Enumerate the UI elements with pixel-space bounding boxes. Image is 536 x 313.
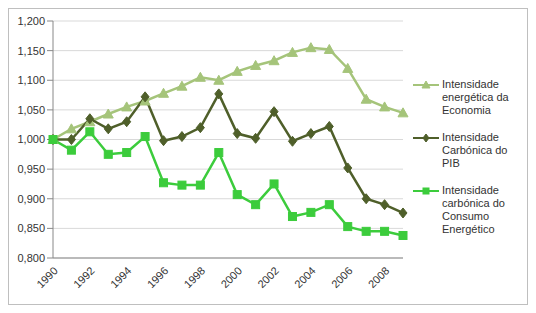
- html-text:Intensidade carbónica do Consu: Intensidade carbónica do Consumo Energét…: [442, 183, 505, 235]
- svg-text:1,000: 1,000: [17, 133, 45, 145]
- svg-text:1996: 1996: [145, 264, 171, 290]
- svg-text:2006: 2006: [329, 264, 355, 290]
- html-text:Intensidade Carbónica do PIB: Intensidade Carbónica do PIB: [442, 130, 508, 169]
- svg-text:1,200: 1,200: [17, 15, 45, 27]
- svg-text:1,050: 1,050: [17, 104, 45, 116]
- svg-text:2008: 2008: [366, 264, 392, 290]
- svg-text:0,950: 0,950: [17, 163, 45, 175]
- svg-text:0,850: 0,850: [17, 222, 45, 234]
- svg-text:1,150: 1,150: [17, 45, 45, 57]
- svg-text:1992: 1992: [71, 264, 97, 290]
- html-text:Intensidade energética da Econ: Intensidade energética da Economia: [442, 77, 509, 116]
- svg-text:2004: 2004: [292, 264, 318, 290]
- svg-text:0,900: 0,900: [17, 193, 45, 205]
- svg-text:0,800: 0,800: [17, 252, 45, 264]
- svg-text:1994: 1994: [108, 264, 134, 290]
- svg-text:2000: 2000: [218, 264, 244, 290]
- svg-text:2002: 2002: [255, 264, 281, 290]
- svg-text:1,100: 1,100: [17, 74, 45, 86]
- svg-text:1990: 1990: [34, 264, 60, 290]
- svg-text:1998: 1998: [182, 264, 208, 290]
